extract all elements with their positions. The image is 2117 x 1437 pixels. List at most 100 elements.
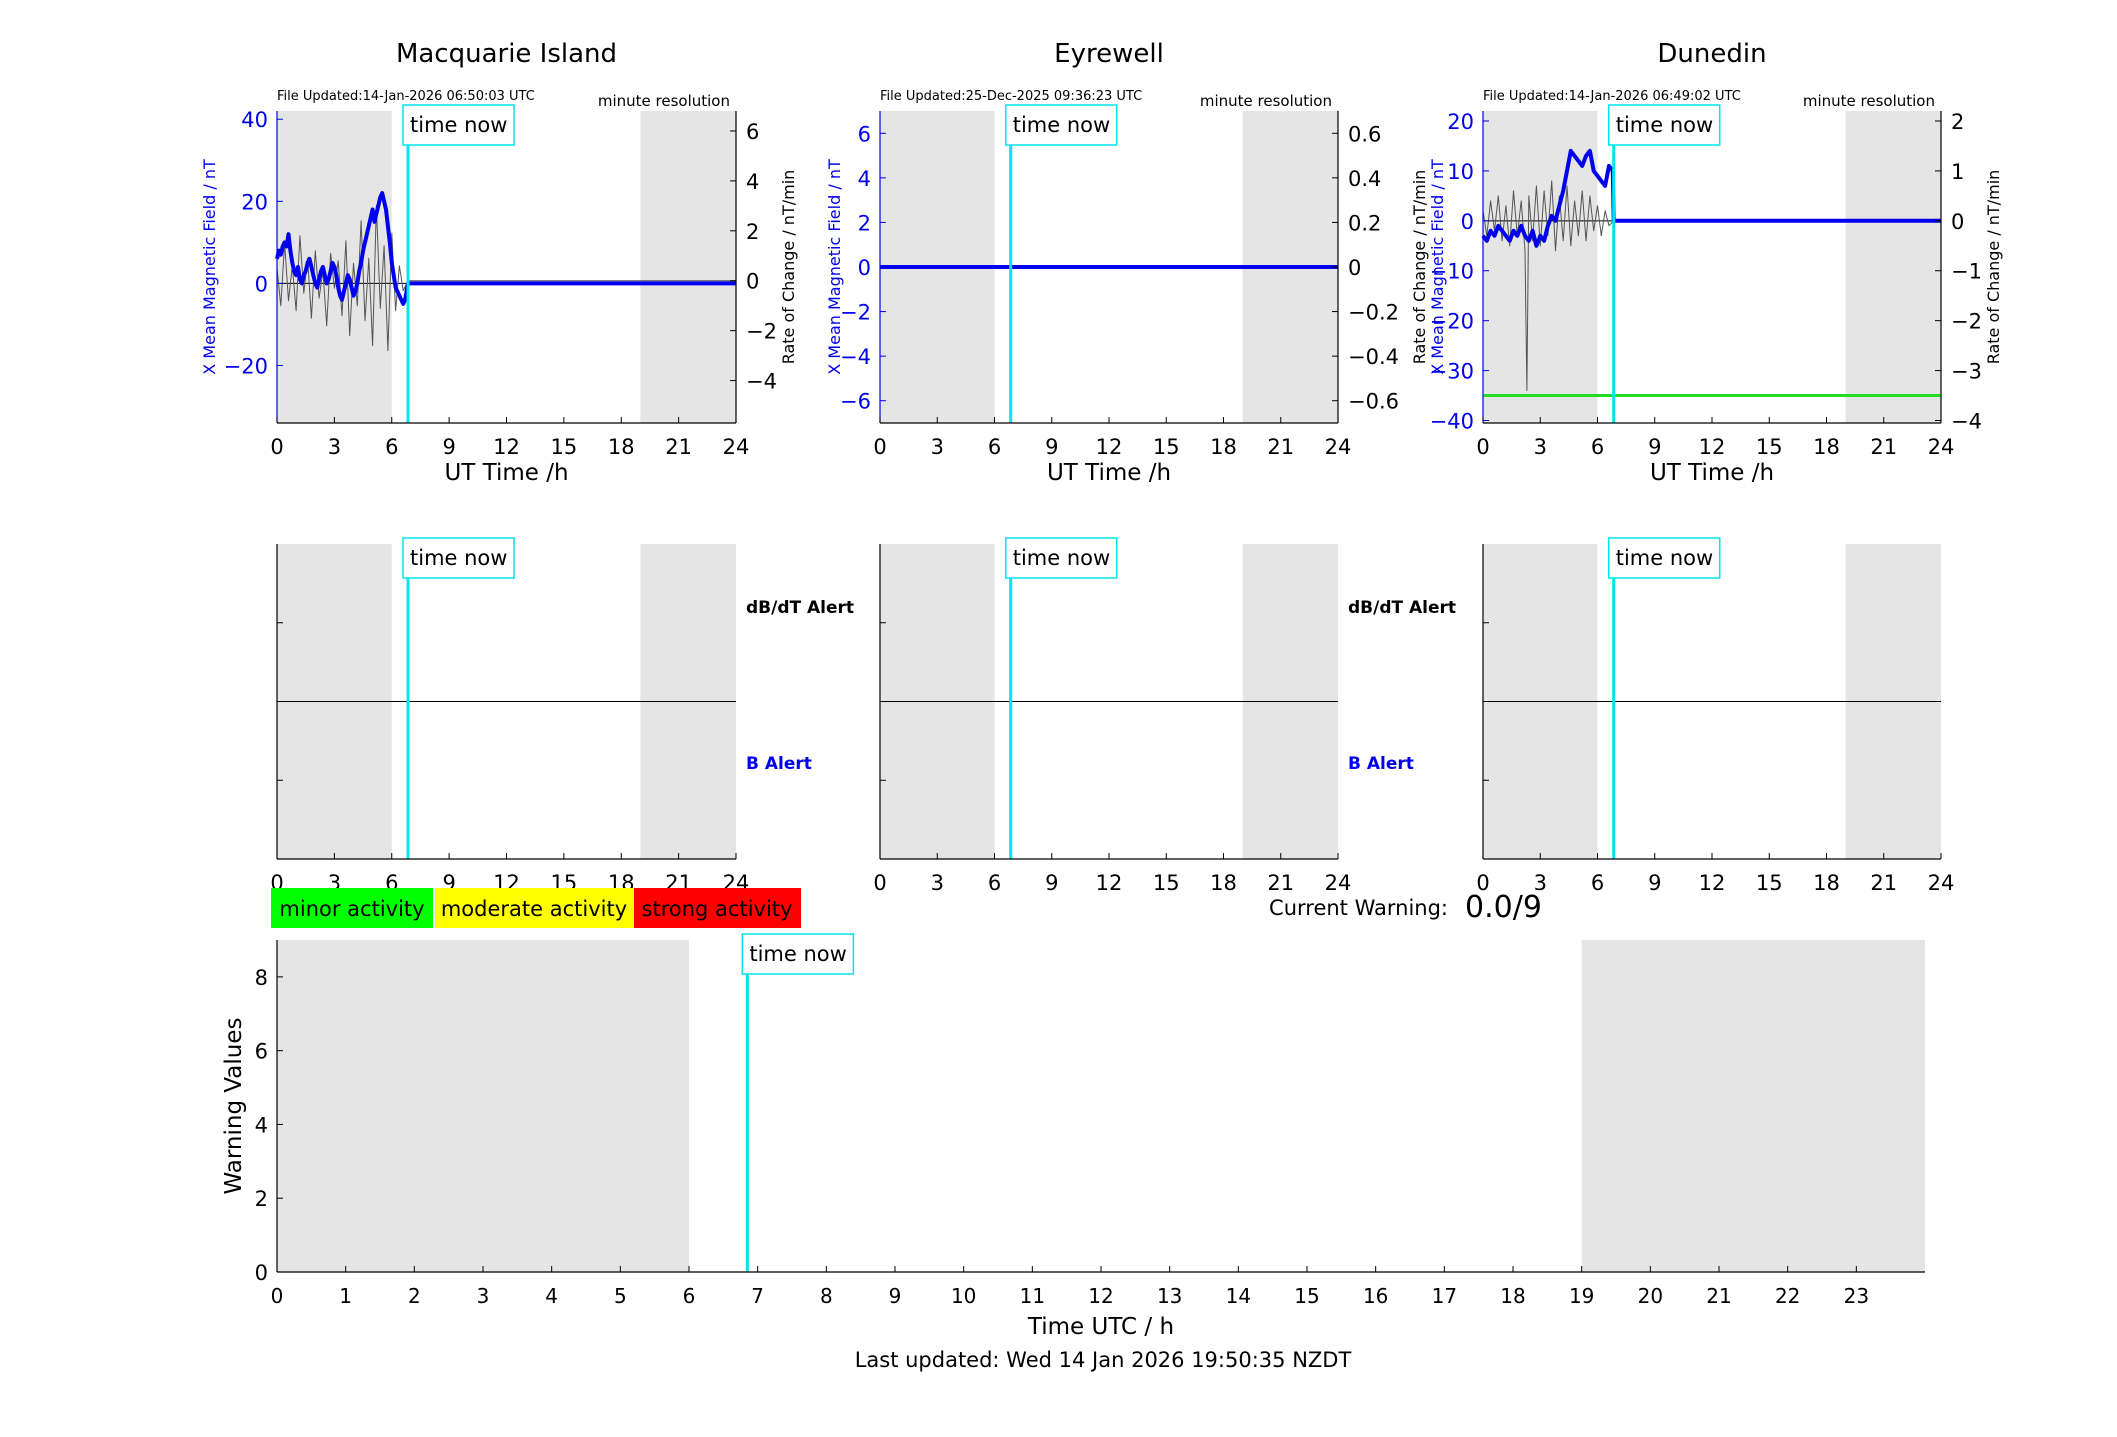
station-2-left-tick-label: −10 <box>1430 260 1474 284</box>
warning-y-tick-label: 8 <box>255 966 268 990</box>
station-0-night-shading-1 <box>640 111 736 423</box>
station-0-right-tick-label: 4 <box>746 170 759 194</box>
station-2-x-tick-label: 12 <box>1699 435 1726 459</box>
warning-x-tick-label: 5 <box>614 1284 627 1308</box>
warning-x-tick-label: 18 <box>1500 1284 1525 1308</box>
warning-x-tick-label: 20 <box>1638 1284 1663 1308</box>
station-1-left-tick-label: 2 <box>858 211 871 235</box>
alert-1-time-now-box <box>1004 537 1118 579</box>
station-2-right-tick-label: 0 <box>1951 210 1964 234</box>
alert-2-panel: time now 0 3 6 9 12 15 18 21 24 <box>1476 537 1955 895</box>
station-0-right-tick-label: 6 <box>746 120 759 144</box>
station-0-x-tick-label: 9 <box>442 435 455 459</box>
station-2-time-now-label: time now <box>1616 113 1713 137</box>
warning-x-tick-label: 14 <box>1226 1284 1251 1308</box>
legend-strong-swatch <box>634 888 801 928</box>
station-2-right-tick-label: −2 <box>1951 310 1982 334</box>
alert-2-x-tick-label: 0 <box>1476 871 1489 895</box>
alert-1-x-tick-label: 24 <box>1325 871 1352 895</box>
station-2-x-tick-label: 9 <box>1648 435 1661 459</box>
station-1-title: Eyrewell <box>1054 39 1164 69</box>
station-0-x-label: UT Time /h <box>444 460 568 486</box>
alert-1-x-tick-label: 9 <box>1045 871 1058 895</box>
station-1-left-tick-label: −4 <box>840 345 871 369</box>
station-2-right-tick-label: −1 <box>1951 260 1982 284</box>
station-2-x-tick-label: 21 <box>1870 435 1897 459</box>
alert-2-x-tick-label: 24 <box>1928 871 1955 895</box>
station-2-night-shading-0 <box>1483 111 1598 423</box>
warning-x-tick-label: 3 <box>477 1284 490 1308</box>
station-2-x-tick-label: 6 <box>1591 435 1604 459</box>
warning-x-tick-label: 15 <box>1294 1284 1319 1308</box>
station-2-left-tick-label: −30 <box>1430 360 1474 384</box>
alert-0-b-alert-label: B Alert <box>746 754 812 774</box>
station-0-time-now-label: time now <box>410 113 507 137</box>
station-0-x-tick-label: 6 <box>385 435 398 459</box>
current-warning-value: 0.0/9 <box>1465 890 1542 925</box>
alert-2-x-tick-label: 3 <box>1534 871 1547 895</box>
station-2-left-tick-label: 20 <box>1447 110 1474 134</box>
warning-y-label: Warning Values <box>221 1017 247 1194</box>
warning-x-tick-label: 7 <box>751 1284 764 1308</box>
station-1-left-tick-label: 0 <box>858 256 871 280</box>
warning-x-label: Time UTC / h <box>1027 1314 1174 1340</box>
station-1-time-now-box <box>1004 104 1118 146</box>
station-2-left-tick-label: −20 <box>1430 310 1474 334</box>
warning-y-tick-label: 0 <box>255 1261 268 1285</box>
station-1-left-tick-label: −6 <box>840 390 871 414</box>
station-1-resolution: minute resolution <box>1200 92 1332 110</box>
station-0-right-tick-label: 0 <box>746 270 759 294</box>
alert-1-x-tick-label: 0 <box>873 871 886 895</box>
station-0-file-updated: File Updated:14-Jan-2026 06:50:03 UTC <box>277 89 535 104</box>
legend-minor-label: minor activity <box>279 897 424 921</box>
station-2-right-label: Rate of Change / nT/min <box>1984 170 2003 365</box>
last-updated: Last updated: Wed 14 Jan 2026 19:50:35 N… <box>855 1348 1352 1372</box>
station-1-x-tick-label: 24 <box>1325 435 1352 459</box>
alert-1-dbdt-alert-label: dB/dT Alert <box>1348 598 1456 618</box>
station-1-right-tick-label: −0.4 <box>1348 345 1399 369</box>
station-1-x-tick-label: 15 <box>1153 435 1180 459</box>
warning-x-tick-label: 23 <box>1844 1284 1869 1308</box>
warning-y-tick-label: 2 <box>255 1187 268 1211</box>
warning-night-shading-1 <box>1581 940 1925 1272</box>
current-warning-label: Current Warning: <box>1269 896 1448 920</box>
warning-x-tick-label: 21 <box>1706 1284 1731 1308</box>
alert-1-x-tick-label: 18 <box>1210 871 1237 895</box>
station-2-left-tick-label: 10 <box>1447 160 1474 184</box>
station-2-resolution: minute resolution <box>1803 92 1935 110</box>
alert-2-time-now-box <box>1607 537 1721 579</box>
warning-night-shading-0 <box>277 940 689 1272</box>
station-1-x-tick-label: 21 <box>1267 435 1294 459</box>
station-2-left-tick-label: −40 <box>1430 410 1474 434</box>
alert-0-time-now-box <box>402 537 515 579</box>
station-2-field-series <box>1481 148 1941 248</box>
station-2-x-tick-label: 3 <box>1534 435 1547 459</box>
station-0-x-tick-label: 21 <box>665 435 692 459</box>
legend-moderate-swatch <box>435 888 634 928</box>
station-0-left-label: X Mean Magnetic Field / nT <box>200 159 219 375</box>
warning-x-tick-label: 16 <box>1363 1284 1388 1308</box>
station-0-x-tick-label: 15 <box>551 435 578 459</box>
alert-2-x-tick-label: 18 <box>1813 871 1840 895</box>
alert-0-dbdt-alert-label: dB/dT Alert <box>746 598 854 618</box>
warning-time-now-label: time now <box>749 942 846 966</box>
warning-x-tick-label: 13 <box>1157 1284 1182 1308</box>
alert-1-x-tick-label: 15 <box>1153 871 1180 895</box>
alert-1-x-tick-label: 21 <box>1267 871 1294 895</box>
warning-x-tick-label: 22 <box>1775 1284 1800 1308</box>
station-2-rate-series <box>1482 180 1941 392</box>
station-0-left-tick-label: −20 <box>224 355 268 379</box>
station-0-x-tick-label: 3 <box>328 435 341 459</box>
warning-x-tick-label: 8 <box>820 1284 833 1308</box>
station-2-right-tick-label: 2 <box>1951 110 1964 134</box>
station-2-right-tick-label: −4 <box>1951 410 1982 434</box>
alert-1-x-tick-label: 12 <box>1096 871 1123 895</box>
station-1-right-tick-label: 0.2 <box>1348 211 1381 235</box>
station-1-left-tick-label: 6 <box>858 122 871 146</box>
station-0-time-now-box <box>402 104 515 146</box>
warning-x-tick-label: 17 <box>1432 1284 1457 1308</box>
alert-2-time-now-label: time now <box>1616 546 1713 570</box>
